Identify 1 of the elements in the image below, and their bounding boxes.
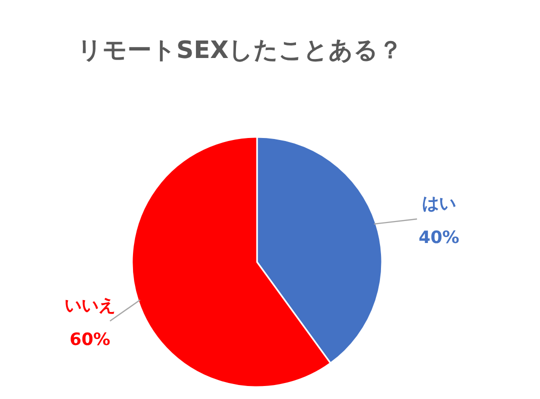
title: リモートSEXしたことある？: [77, 36, 403, 64]
